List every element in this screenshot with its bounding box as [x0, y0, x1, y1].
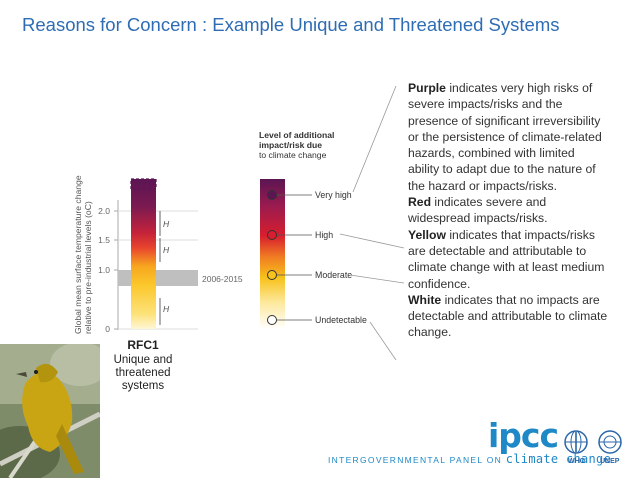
moderate-marker-icon: [267, 270, 277, 280]
legend-yellow-text: indicates that impacts/risks are detecta…: [408, 227, 605, 291]
very-high-marker-icon: [267, 190, 277, 200]
callout-leaders: [339, 85, 405, 361]
partner-logos: WHO UNEP: [562, 428, 632, 465]
legend-yellow-word: Yellow: [408, 227, 446, 242]
tick-label-1-5: 1.5: [98, 235, 110, 245]
rfc-name-line-1: Unique and: [114, 354, 173, 366]
observed-band: [118, 270, 198, 286]
ipcc-tagline: INTERGOVERNMENTAL PANEL ON climate chang…: [328, 452, 611, 466]
tick-label-0: 0: [105, 324, 110, 334]
who-label: WHO: [568, 458, 586, 465]
rfc-id: RFC1: [127, 338, 159, 352]
ipcc-tagline-text: INTERGOVERNMENTAL PANEL ON: [328, 455, 503, 465]
level-high: High: [267, 230, 333, 240]
y-axis-label: Global mean surface temperature change: [73, 175, 83, 334]
rfc1-bar-uncertain-top: [130, 178, 157, 190]
scale-heading-line-1: Level of additional: [259, 130, 334, 140]
scale-heading-line-3: to climate change: [259, 150, 327, 160]
confidence-mark-1: H: [163, 219, 170, 229]
confidence-mark-3: H: [163, 304, 170, 314]
legend-red-text: indicates severe and widespread impacts/…: [408, 195, 548, 226]
risk-scale-bar: [260, 179, 285, 329]
ipcc-tagline-climate-change: climate change: [505, 452, 612, 466]
level-label-undetectable: Undetectable: [315, 315, 367, 325]
level-very-high: Very high: [267, 190, 352, 200]
level-label-very-high: Very high: [315, 190, 352, 200]
yellow-bird-photo: [0, 344, 100, 478]
confidence-mark-2: H: [163, 245, 170, 255]
scale-heading-line-2: impact/risk due: [259, 140, 322, 150]
legend-purple-word: Purple: [408, 81, 446, 95]
legend-description: Purple indicates very high risks of seve…: [408, 80, 608, 341]
legend-white-text: indicates that no impacts are detectable…: [408, 292, 608, 340]
unep-emblem-icon: [598, 430, 622, 454]
legend-purple-text: indicates very high risks of severe impa…: [408, 81, 602, 193]
undetectable-marker-icon: [267, 315, 277, 325]
tick-label-1-0: 1.0: [98, 265, 110, 275]
level-undetectable: Undetectable: [267, 315, 367, 325]
level-moderate: Moderate: [267, 270, 352, 280]
who-emblem-icon: [564, 430, 588, 454]
unep-label: UNEP: [600, 458, 620, 465]
legend-white-word: White: [408, 292, 442, 307]
slide-title: Reasons for Concern : Example Unique and…: [22, 14, 560, 35]
level-label-high: High: [315, 230, 333, 240]
observed-band-label: 2006-2015: [202, 274, 243, 284]
rfc-name-line-3: systems: [122, 380, 164, 392]
tick-label-2-0: 2.0: [98, 206, 110, 216]
y-ticks: 2.0 1.5 1.0 0: [98, 206, 118, 334]
high-marker-icon: [267, 230, 277, 240]
y-axis-label-units: relative to pre-industrial levels (oC): [83, 201, 93, 334]
rfc-name-line-2: threatened: [116, 367, 171, 379]
rfc1-bar: [131, 179, 156, 329]
ipcc-logo: ipcc: [488, 416, 559, 455]
level-label-moderate: Moderate: [315, 270, 352, 280]
legend-red-word: Red: [408, 195, 432, 210]
